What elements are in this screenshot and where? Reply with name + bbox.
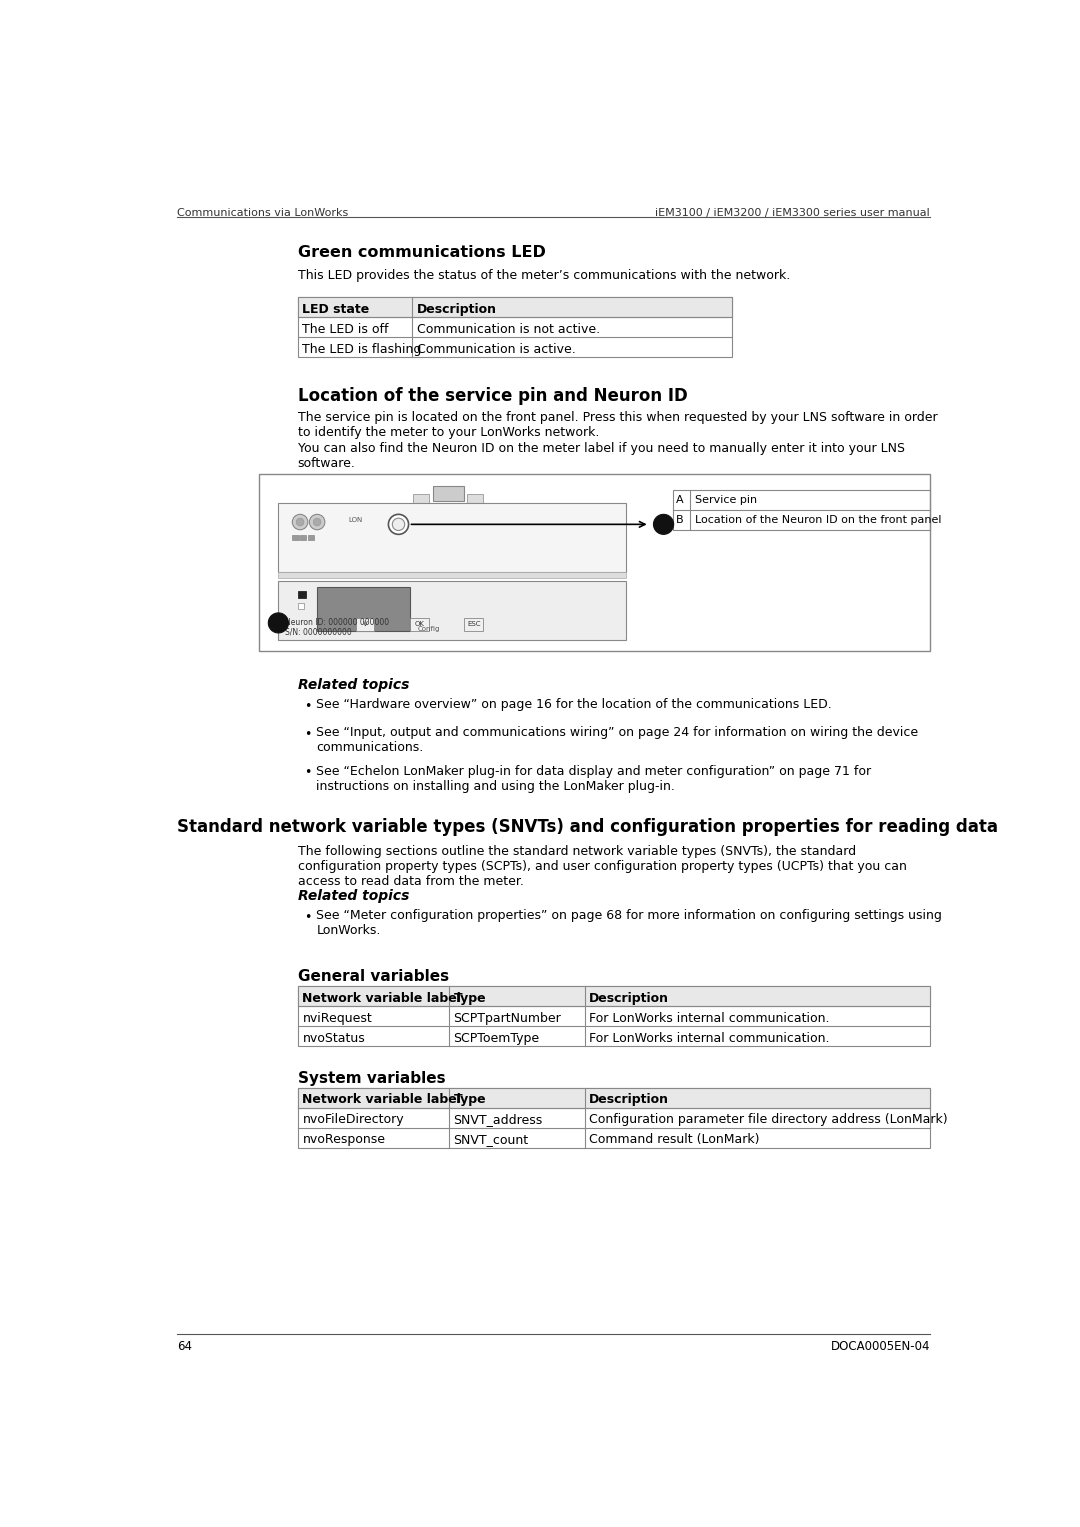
Text: This LED provides the status of the meter’s communications with the network.: This LED provides the status of the mete…: [298, 269, 789, 282]
Text: Type: Type: [454, 1093, 486, 1107]
Text: nviRequest: nviRequest: [302, 1012, 373, 1025]
Bar: [464, 618, 483, 631]
Bar: [300, 534, 307, 539]
Text: Type: Type: [454, 991, 486, 1005]
Text: OK: OK: [415, 621, 424, 628]
Text: SCPToemType: SCPToemType: [454, 1032, 540, 1044]
Text: Command result (LonMark): Command result (LonMark): [590, 1133, 759, 1147]
Text: nvoResponse: nvoResponse: [302, 1133, 386, 1147]
Text: Network variable label: Network variable label: [302, 991, 461, 1005]
Bar: [279, 502, 626, 573]
Text: Communications via LonWorks: Communications via LonWorks: [177, 208, 348, 218]
Text: Standard network variable types (SNVTs) and configuration properties for reading: Standard network variable types (SNVTs) …: [177, 818, 998, 837]
Text: For LonWorks internal communication.: For LonWorks internal communication.: [590, 1012, 829, 1025]
Text: The following sections outline the standard network variable types (SNVTs), the : The following sections outline the stand…: [298, 844, 906, 887]
Circle shape: [296, 518, 303, 525]
Text: Neuron ID: 000000 000000: Neuron ID: 000000 000000: [284, 618, 389, 628]
Text: The service pin is located on the front panel. Press this when requested by your: The service pin is located on the front …: [298, 411, 937, 440]
Circle shape: [392, 518, 405, 530]
Text: •: •: [303, 728, 311, 741]
Text: nvoStatus: nvoStatus: [302, 1032, 365, 1044]
Text: A: A: [676, 495, 684, 505]
Bar: [410, 618, 429, 631]
Bar: [293, 534, 298, 539]
Text: Related topics: Related topics: [298, 678, 409, 692]
Text: The LED is off: The LED is off: [302, 322, 389, 336]
Circle shape: [293, 515, 308, 530]
Bar: [433, 486, 463, 501]
Text: Location of the Neuron ID on the front panel: Location of the Neuron ID on the front p…: [694, 515, 941, 525]
Text: Communication is not active.: Communication is not active.: [417, 322, 600, 336]
Text: The LED is flashing: The LED is flashing: [302, 342, 422, 356]
Bar: [298, 298, 732, 318]
Text: •: •: [303, 767, 311, 779]
Bar: [318, 588, 410, 631]
Circle shape: [309, 515, 325, 530]
Bar: [298, 603, 303, 609]
Text: nvoFileDirectory: nvoFileDirectory: [302, 1113, 404, 1127]
Circle shape: [313, 518, 321, 525]
Circle shape: [389, 515, 408, 534]
Text: Network variable label: Network variable label: [302, 1093, 461, 1107]
Text: You can also find the Neuron ID on the meter label if you need to manually enter: You can also find the Neuron ID on the m…: [298, 441, 905, 470]
Bar: [298, 1089, 930, 1109]
Text: Config: Config: [418, 626, 441, 632]
Text: A: A: [659, 521, 669, 533]
Text: See “Echelon LonMaker plug-in for data display and meter configuration” on page : See “Echelon LonMaker plug-in for data d…: [316, 765, 872, 793]
Bar: [468, 493, 483, 502]
Text: For LonWorks internal communication.: For LonWorks internal communication.: [590, 1032, 829, 1044]
Bar: [298, 986, 930, 1006]
Text: See “Hardware overview” on page 16 for the location of the communications LED.: See “Hardware overview” on page 16 for t…: [316, 698, 832, 712]
Text: Description: Description: [590, 991, 670, 1005]
Text: B: B: [273, 618, 283, 632]
Text: 64: 64: [177, 1339, 192, 1353]
Text: LED state: LED state: [302, 302, 369, 316]
Circle shape: [268, 612, 288, 632]
Bar: [673, 490, 930, 530]
Text: DOCA0005EN-04: DOCA0005EN-04: [831, 1339, 930, 1353]
Bar: [414, 493, 429, 502]
Bar: [298, 298, 732, 357]
Text: SNVT_count: SNVT_count: [454, 1133, 528, 1147]
Text: •: •: [303, 912, 311, 924]
Text: S/N: 0000000000: S/N: 0000000000: [284, 628, 351, 637]
Text: LON: LON: [348, 516, 363, 522]
Bar: [298, 591, 306, 599]
Bar: [298, 1089, 930, 1148]
Bar: [259, 475, 930, 652]
Text: Communication is active.: Communication is active.: [417, 342, 576, 356]
Text: •: •: [303, 699, 311, 713]
Text: ESC: ESC: [467, 621, 481, 628]
Bar: [298, 986, 930, 1046]
Text: Description: Description: [590, 1093, 670, 1107]
Text: See “Input, output and communications wiring” on page 24 for information on wiri: See “Input, output and communications wi…: [316, 727, 918, 754]
Bar: [308, 534, 314, 539]
Bar: [279, 582, 626, 640]
Text: Location of the service pin and Neuron ID: Location of the service pin and Neuron I…: [298, 386, 688, 405]
Text: B: B: [676, 515, 684, 525]
Text: SNVT_address: SNVT_address: [454, 1113, 543, 1127]
Text: Related topics: Related topics: [298, 889, 409, 904]
Circle shape: [653, 515, 674, 534]
Text: iEM3100 / iEM3200 / iEM3300 series user manual: iEM3100 / iEM3200 / iEM3300 series user …: [656, 208, 930, 218]
Text: System variables: System variables: [298, 1070, 445, 1086]
Text: See “Meter configuration properties” on page 68 for more information on configur: See “Meter configuration properties” on …: [316, 910, 942, 938]
Bar: [356, 618, 375, 631]
Text: V: V: [363, 621, 367, 628]
Text: Service pin: Service pin: [694, 495, 757, 505]
Text: Configuration parameter file directory address (LonMark): Configuration parameter file directory a…: [590, 1113, 948, 1127]
Text: SCPTpartNumber: SCPTpartNumber: [454, 1012, 562, 1025]
Text: Green communications LED: Green communications LED: [298, 244, 545, 260]
Text: Description: Description: [417, 302, 497, 316]
Bar: [279, 573, 626, 579]
Text: General variables: General variables: [298, 970, 449, 985]
